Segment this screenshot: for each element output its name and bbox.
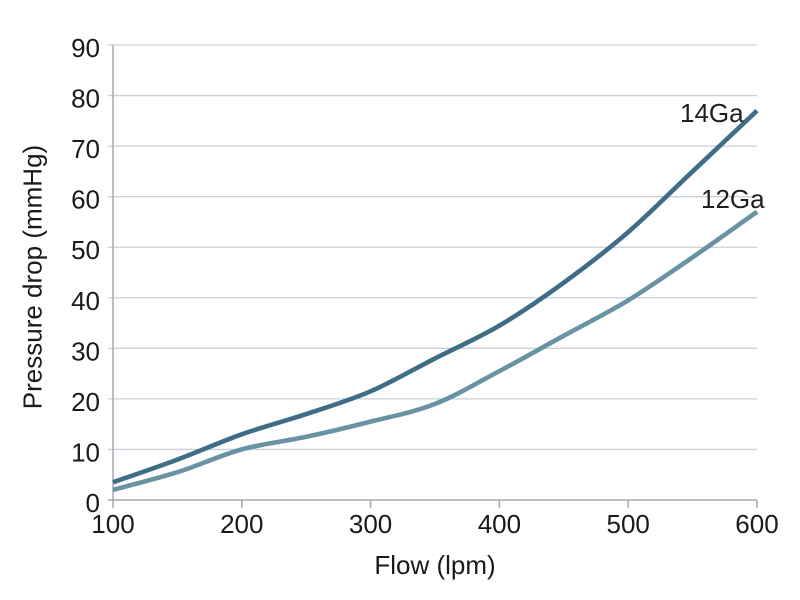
x-tick-label-600: 600 [735, 509, 778, 539]
y-tick-label-70: 70 [71, 134, 100, 164]
x-axis-title: Flow (lpm) [374, 550, 496, 580]
x-tick-label-200: 200 [220, 509, 263, 539]
y-tick-label-80: 80 [71, 84, 100, 114]
series-curve-12ga [112, 209, 759, 493]
y-tick-label-90: 90 [71, 33, 100, 63]
x-tick-label-100: 100 [91, 509, 134, 539]
y-tick-label-10: 10 [71, 437, 100, 467]
y-tick-label-0: 0 [86, 488, 100, 518]
series-label-12ga: 12Ga [701, 184, 765, 214]
x-tick-label-400: 400 [478, 509, 521, 539]
y-tick-label-20: 20 [71, 387, 100, 417]
series-label-14ga: 14Ga [680, 98, 744, 128]
y-tick-label-50: 50 [71, 235, 100, 265]
x-tick-label-500: 500 [607, 509, 650, 539]
series-curve-14ga [112, 109, 759, 485]
y-axis-title: Pressure drop (mmHg) [17, 144, 48, 410]
x-tick-label-300: 300 [349, 509, 392, 539]
y-tick-label-60: 60 [71, 185, 100, 215]
y-tick-label-30: 30 [71, 336, 100, 366]
y-tick-label-40: 40 [71, 286, 100, 316]
